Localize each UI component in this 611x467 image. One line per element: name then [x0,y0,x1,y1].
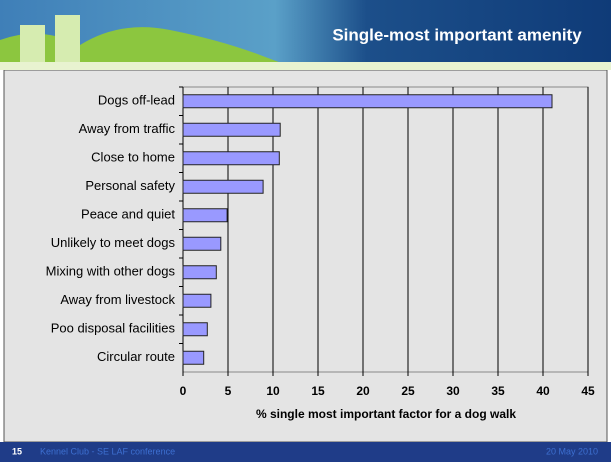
bar [182,236,222,251]
bar [182,179,264,194]
bar [182,350,205,365]
x-axis-title: % single most important factor for a dog… [256,407,516,421]
y-tick-label: Away from livestock [60,292,175,307]
y-tick-label: Personal safety [85,178,175,193]
footer-bar [0,442,611,462]
x-tick-label: 5 [225,384,232,398]
page-number: 15 [12,446,22,456]
y-tick-label: Poo disposal facilities [51,321,176,336]
bar [182,122,281,137]
bar [182,208,228,223]
x-tick-label: 20 [356,384,370,398]
x-tick-label: 0 [180,384,187,398]
bar [182,322,208,337]
banner-strip [0,62,611,70]
bar [182,94,553,109]
x-tick-label: 30 [446,384,460,398]
y-tick-label: Close to home [91,150,175,165]
y-tick-label: Unlikely to meet dogs [51,235,176,250]
y-tick-label: Dogs off-lead [98,93,175,108]
x-tick-label: 25 [401,384,415,398]
bar [182,265,217,280]
x-tick-label: 15 [311,384,325,398]
chart-title: Single-most important amenity [332,25,582,44]
x-tick-label: 40 [536,384,550,398]
footer-date: 20 May 2010 [546,446,598,456]
x-tick-label: 45 [581,384,595,398]
bar [182,293,212,308]
x-tick-label: 35 [491,384,505,398]
bar [182,151,280,166]
buildings [20,15,80,70]
y-tick-label: Peace and quiet [81,207,175,222]
y-tick-label: Circular route [97,349,175,364]
footer-event: Kennel Club - SE LAF conference [40,446,175,456]
y-tick-label: Mixing with other dogs [46,264,176,279]
x-tick-label: 10 [266,384,280,398]
y-tick-label: Away from traffic [79,121,176,136]
